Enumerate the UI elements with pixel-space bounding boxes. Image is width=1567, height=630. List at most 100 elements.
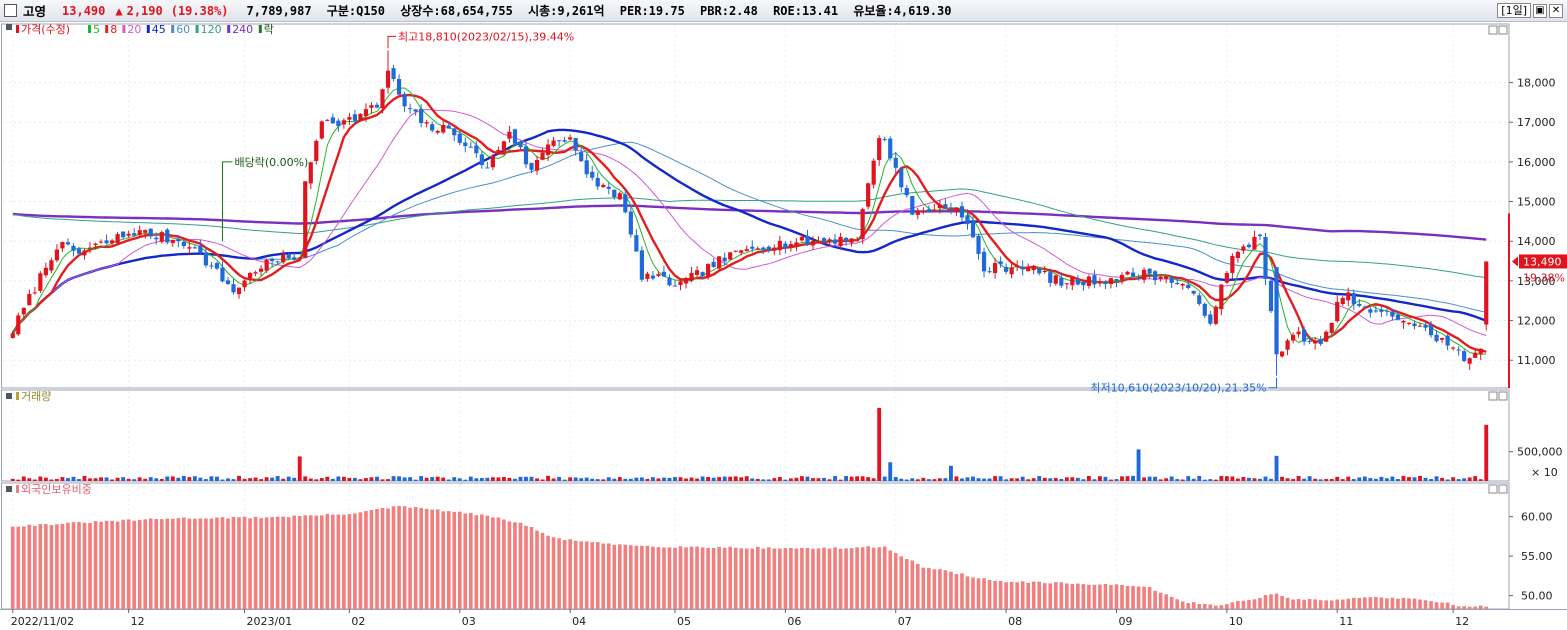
candle-body (1368, 309, 1373, 313)
candle-body (1467, 358, 1472, 364)
candle-body (325, 119, 330, 121)
candle-body (501, 141, 507, 152)
time-tick-label: 12 (131, 615, 145, 628)
current-price: 13,490 (62, 3, 106, 18)
volume-bar (479, 478, 484, 481)
candle-body (1263, 236, 1268, 279)
volume-bar (1351, 479, 1356, 481)
foreign-ratio-bar (93, 521, 98, 609)
volume-bar (976, 478, 981, 481)
candle-body (10, 333, 15, 339)
foreign-ratio-bar (871, 547, 876, 609)
volume-bar (408, 477, 413, 481)
candle-body (1434, 334, 1439, 342)
candle-body (54, 249, 60, 261)
foreign-ratio-bar (893, 553, 898, 609)
volume-bar (132, 479, 137, 481)
candle-body (1186, 284, 1191, 289)
foreign-ratio-bar (502, 519, 506, 609)
volume-bar (1026, 479, 1031, 481)
foreign-ratio-bar (789, 547, 793, 609)
volume-bar (998, 476, 1003, 481)
panel-restore-icon[interactable] (1488, 25, 1498, 35)
foreign-ratio-bar (1412, 598, 1417, 609)
foreign-ratio-bar (573, 540, 578, 609)
candle-body (518, 141, 523, 148)
candle-body (1257, 234, 1263, 237)
panel-close-icon[interactable] (1498, 391, 1508, 401)
candle-body (1037, 268, 1042, 274)
volume-bar (314, 479, 319, 481)
foreign-ratio-bar (634, 545, 639, 609)
volume-bar (1092, 479, 1097, 481)
volume-bar (1153, 476, 1158, 481)
ma-legend-label: 20 (127, 23, 141, 36)
candle-body (192, 247, 197, 249)
volume-bar (176, 477, 181, 481)
select-checkbox[interactable] (4, 4, 17, 17)
foreign-ratio-bar (1451, 605, 1455, 609)
candle-body (1153, 271, 1158, 281)
volume-bar (1423, 477, 1428, 481)
volume-bar (943, 478, 948, 481)
foreign-ratio-bar (1098, 584, 1102, 609)
close-button[interactable]: ✕ (1549, 3, 1563, 18)
candle-body (888, 138, 893, 159)
low-annotation: 최저10,610(2023/10/20),21.35% (1090, 382, 1266, 395)
volume-bar (855, 476, 860, 481)
volume-bar (1445, 479, 1450, 481)
stock-chart[interactable]: 18,000 17,000 16,000 15,000 14,000 13,000 12,0… (0, 22, 1567, 630)
candle-body (1462, 351, 1467, 362)
ma-legend-swatch (227, 25, 231, 33)
foreign-ratio-bar (209, 518, 214, 609)
period-button[interactable]: [1일] (1497, 3, 1531, 18)
foreign-ratio-bar (1434, 602, 1439, 609)
volume-bar (364, 478, 368, 481)
foreign-ratio-bar (424, 508, 429, 609)
stock-header-bar: 고영 13,490 ▲ 2,190 (19.38%) 7,789,987 구분:… (0, 0, 1567, 22)
candle-body (485, 167, 490, 169)
candle-body (1070, 277, 1075, 286)
ma-legend-label: 60 (176, 23, 190, 36)
candle-body (1456, 349, 1461, 351)
candle-body (446, 125, 451, 129)
restore-button[interactable]: ▣ (1533, 3, 1547, 18)
volume-bar (115, 477, 120, 481)
time-tick-label: 03 (462, 615, 476, 628)
volume-bar (1401, 475, 1406, 481)
volume-bar (1247, 477, 1251, 481)
panel-close-icon[interactable] (1498, 25, 1508, 35)
volume-bar (617, 477, 622, 481)
panel-close-icon[interactable] (1498, 484, 1508, 494)
foreign-ratio-bar (1076, 583, 1080, 609)
volume-bar (634, 477, 639, 481)
volume-bar (1357, 477, 1362, 481)
panel-restore-icon[interactable] (1488, 484, 1498, 494)
foreign-ratio-bar (1142, 586, 1146, 609)
candle-body (855, 240, 860, 242)
panel-restore-icon[interactable] (1488, 391, 1498, 401)
ma5-line (12, 87, 1487, 355)
candle-body (1009, 267, 1014, 275)
candle-body (1147, 268, 1152, 274)
candle-body (374, 104, 380, 108)
foreign-ratio-bar (325, 513, 330, 609)
volume-bar (982, 478, 986, 481)
candle-body (694, 270, 700, 275)
foreign-ratio-bar (375, 508, 379, 609)
foreign-ratio-bar (204, 518, 208, 609)
candle-body (1246, 244, 1252, 248)
foreign-ratio-bar (1247, 600, 1251, 609)
foreign-ratio-bar (1053, 582, 1058, 609)
volume-bar (1224, 476, 1229, 481)
foreign-ratio-bar (612, 544, 617, 609)
ex-legend-swatch (258, 25, 262, 33)
foreign-ratio-bar (1335, 599, 1340, 609)
volume-bar (612, 478, 617, 481)
candle-body (540, 152, 545, 160)
foreign-ratio-bar (667, 547, 672, 609)
foreign-ratio-bar (44, 524, 48, 609)
candle-body (148, 228, 153, 237)
candle-body (706, 263, 711, 278)
candle-body (893, 157, 898, 168)
